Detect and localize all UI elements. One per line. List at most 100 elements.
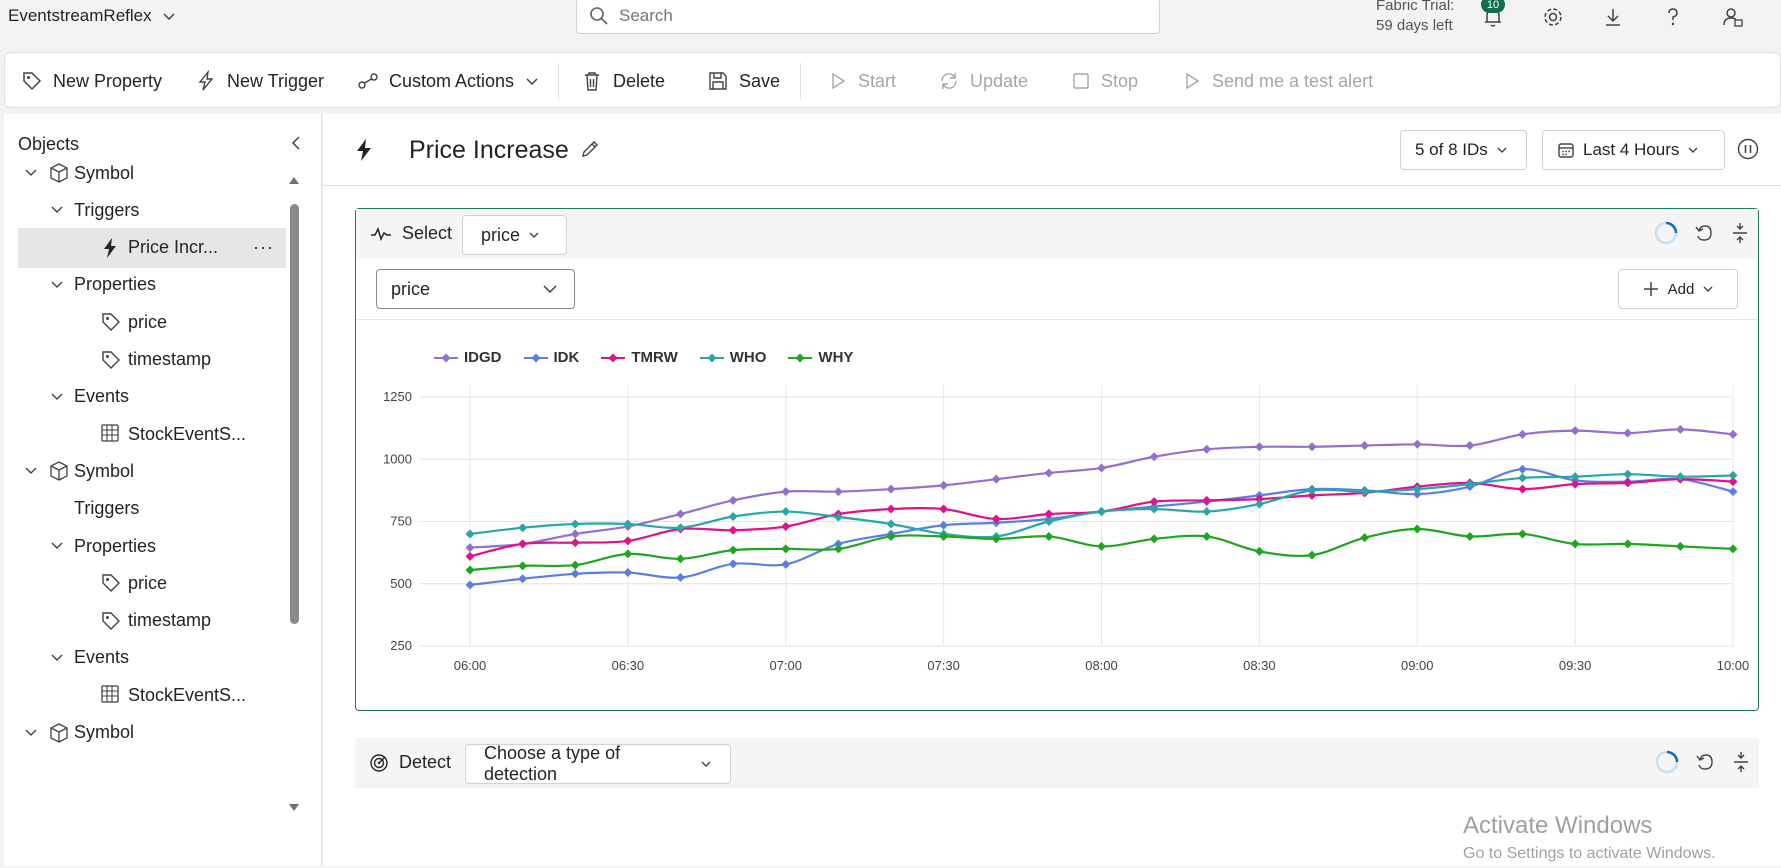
tree-item-symbol[interactable]: Symbol [18,153,286,193]
legend-item-idk[interactable]: IDK [523,349,579,366]
y-tick-label: 500 [390,576,412,591]
start-button[interactable]: Start [828,53,896,109]
custom-actions-button[interactable]: Custom Actions [357,53,540,109]
tree-item-price[interactable]: price [18,302,286,342]
tree-item-events[interactable]: Events [18,377,286,417]
calendar-icon [1557,141,1575,159]
data-point-idgd [1570,426,1580,436]
search-input[interactable] [619,6,1119,26]
save-button[interactable]: Save [707,53,780,109]
tree-item-triggers[interactable]: Triggers [18,489,286,529]
data-point-who [1728,470,1738,480]
account-share-icon[interactable] [1718,2,1748,32]
update-button[interactable]: Update [938,53,1028,109]
ids-dropdown[interactable]: 5 of 8 IDs [1400,130,1527,170]
tree-item-symbol[interactable]: Symbol [18,451,286,491]
reset-button[interactable] [1694,223,1714,243]
chevron-down-icon[interactable] [24,725,40,741]
collapse-card-button[interactable] [1731,751,1751,773]
legend-label: WHO [729,349,767,366]
chevron-down-icon[interactable] [24,463,40,479]
data-point-idgd [728,495,738,505]
detect-label: Detect [399,752,452,772]
new-property-button[interactable]: New Property [21,53,162,109]
tree-item-label: timestamp [128,349,212,369]
chevron-down-icon[interactable] [50,538,66,554]
chevron-down-icon [542,281,558,297]
scrollbar-thumb[interactable] [290,204,299,624]
time-range-dropdown[interactable]: Last 4 Hours [1542,130,1725,170]
data-point-tmrw [1728,477,1738,487]
tree-item-timestamp[interactable]: timestamp [18,601,286,641]
chevron-down-icon[interactable] [24,165,40,181]
data-point-why [465,565,475,575]
legend-item-idgd[interactable]: IDGD [434,349,502,366]
add-button[interactable]: Add [1618,269,1738,309]
more-options-icon[interactable]: ··· [253,237,274,258]
tree-item-stockevents[interactable]: StockEventS... [18,414,286,454]
collapse-pane-button[interactable] [282,128,312,158]
new-property-label: New Property [53,70,163,91]
download-icon[interactable] [1598,2,1628,32]
tree-item-label: Properties [74,274,157,295]
field-dropdown[interactable]: price [376,269,575,309]
tree-item-symbol[interactable]: Symbol [18,713,286,753]
tree-item-label: timestamp [128,610,212,631]
legend-item-why[interactable]: WHY [788,349,853,366]
detect-card-actions [1655,750,1751,774]
data-point-why [781,544,791,554]
pause-icon [1737,138,1759,160]
data-point-why [939,531,949,541]
search-box[interactable] [576,0,1160,34]
chevron-down-icon[interactable] [50,650,66,666]
data-point-idgd [1202,444,1212,454]
data-point-idk [939,520,949,530]
collapse-card-button[interactable] [1730,222,1750,244]
tree-item-triggers[interactable]: Triggers [18,190,286,230]
stop-button[interactable]: Stop [1071,53,1138,109]
tree-item-properties[interactable]: Properties [18,265,286,305]
tree-item-events[interactable]: Events [18,638,286,678]
chevron-down-icon[interactable] [50,389,66,405]
send-test-alert-button[interactable]: Send me a test alert [1182,53,1373,109]
detection-type-dropdown[interactable]: Choose a type of detection [465,743,731,784]
tree-item-properties[interactable]: Properties [18,526,286,566]
workspace-switcher[interactable]: EventstreamReflex [8,6,176,26]
legend-marker [523,353,548,362]
data-point-idgd [833,487,843,497]
play-icon [828,71,848,91]
data-point-who [886,519,896,529]
tree-item-timestamp[interactable]: timestamp [18,340,286,380]
data-point-who [623,519,633,529]
data-point-tmrw [1149,497,1159,507]
data-point-idk [570,569,580,579]
rename-button[interactable] [579,138,601,160]
data-point-tmrw [1307,490,1317,500]
x-tick-label: 06:30 [612,658,645,673]
data-point-tmrw [1254,494,1264,504]
pause-button[interactable] [1737,138,1759,160]
help-icon[interactable] [1658,2,1688,32]
detect-card: Detect Choose a type of detection [355,738,1759,866]
tree-item-stockevents[interactable]: StockEventS... [18,675,286,715]
trial-status[interactable]: Fabric Trial: 59 days left [1376,0,1454,36]
tree-scrollbar[interactable] [288,174,300,814]
data-point-why [886,531,896,541]
new-trigger-button[interactable]: New Trigger [195,53,324,109]
tree-item-price[interactable]: price [18,563,286,603]
tree-item-label: StockEventS... [128,684,247,705]
gear-icon[interactable] [1538,2,1568,32]
chart-legend: IDGD IDK TMRW WHO WHY [434,349,853,366]
legend-item-who[interactable]: WHO [699,349,767,366]
data-point-idk [728,559,738,569]
chevron-down-icon[interactable] [50,202,66,218]
reset-button[interactable] [1695,752,1715,772]
data-point-tmrw [1202,495,1212,505]
new-trigger-label: New Trigger [227,70,325,91]
delete-button[interactable]: Delete [581,53,665,109]
tree-item-label: Symbol [74,722,135,742]
select-property-dropdown[interactable]: price [462,215,567,255]
chevron-down-icon[interactable] [50,277,66,293]
legend-item-tmrw[interactable]: TMRW [601,349,678,366]
tree-item-price-incr[interactable]: Price Incr... ··· [18,227,286,268]
